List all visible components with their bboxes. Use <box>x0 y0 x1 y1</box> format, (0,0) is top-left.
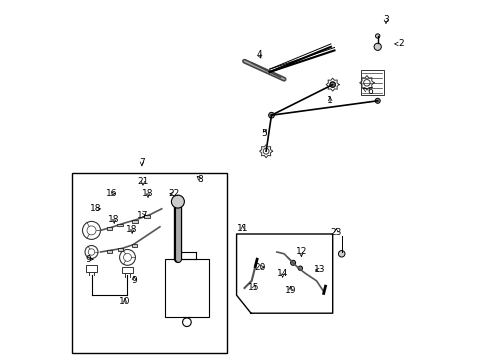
Text: 2: 2 <box>394 40 403 49</box>
Text: 17: 17 <box>137 211 148 220</box>
Text: 18: 18 <box>142 189 153 198</box>
Text: 6: 6 <box>363 87 372 96</box>
Text: 18: 18 <box>90 204 102 213</box>
Bar <box>106 227 112 230</box>
Circle shape <box>171 195 184 208</box>
Bar <box>118 248 122 251</box>
Text: 21: 21 <box>137 177 148 186</box>
Text: 20: 20 <box>253 263 265 272</box>
Text: 10: 10 <box>119 297 130 306</box>
Text: 13: 13 <box>314 266 325 275</box>
Text: 5: 5 <box>261 130 266 139</box>
Circle shape <box>290 260 295 265</box>
Text: 9: 9 <box>131 276 137 285</box>
Circle shape <box>298 266 302 270</box>
Text: 15: 15 <box>247 284 259 292</box>
Text: 19: 19 <box>284 286 296 295</box>
Circle shape <box>329 82 335 87</box>
Bar <box>144 215 150 218</box>
Text: 14: 14 <box>276 269 288 278</box>
Bar <box>85 265 97 272</box>
Text: 18: 18 <box>126 225 138 234</box>
Text: 16: 16 <box>106 189 118 198</box>
Text: 23: 23 <box>330 228 341 237</box>
Circle shape <box>373 43 381 50</box>
Text: 22: 22 <box>167 189 179 198</box>
Text: 12: 12 <box>295 248 306 257</box>
Text: 1: 1 <box>326 96 332 105</box>
Bar <box>117 224 123 226</box>
Text: 11: 11 <box>237 224 248 233</box>
Bar <box>360 70 383 95</box>
Circle shape <box>338 251 344 257</box>
Bar <box>122 267 132 273</box>
Circle shape <box>375 34 379 38</box>
Circle shape <box>268 112 274 118</box>
Text: 9: 9 <box>85 255 93 264</box>
Bar <box>107 250 112 253</box>
Circle shape <box>374 98 380 103</box>
Bar <box>132 244 137 247</box>
Bar <box>165 259 208 317</box>
Text: 7: 7 <box>139 158 144 167</box>
Text: 18: 18 <box>108 215 120 224</box>
Bar <box>132 220 137 223</box>
Text: 8: 8 <box>197 175 203 184</box>
Bar <box>72 173 226 353</box>
Text: 4: 4 <box>256 50 261 59</box>
Text: 3: 3 <box>382 15 388 24</box>
